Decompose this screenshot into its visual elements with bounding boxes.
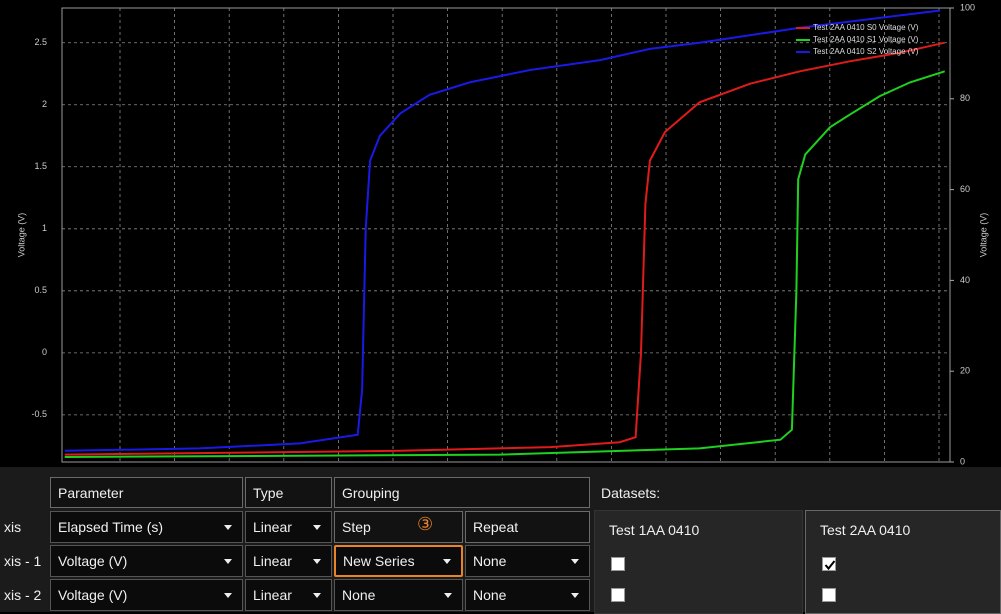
legend-label: Test 2AA 0410 S1 Voltage (V) xyxy=(813,35,919,44)
dataset-name: Test 1AA 0410 xyxy=(609,522,700,538)
y2-tick-label: 20 xyxy=(960,366,970,376)
line-series xyxy=(64,9,941,452)
y-tick-label: 0 xyxy=(42,347,47,357)
checkbox[interactable] xyxy=(822,588,836,602)
grouping-label: Step xyxy=(334,511,463,543)
dropdown[interactable]: Linear xyxy=(245,511,332,543)
dataset-name: Test 2AA 0410 xyxy=(820,522,911,538)
y-tick-label: 1 xyxy=(42,223,47,233)
grouping-label: Repeat xyxy=(465,511,590,543)
dropdown[interactable]: Linear xyxy=(245,545,332,577)
y2-tick-label: 0 xyxy=(960,456,965,466)
plot-frame xyxy=(61,7,951,463)
datasets-title: Datasets: xyxy=(601,484,661,501)
row-label: xis - 2 xyxy=(4,587,42,603)
y2-tick-label: 60 xyxy=(960,184,970,194)
y2-tick-label: 40 xyxy=(960,275,970,285)
dataset-card[interactable] xyxy=(594,510,803,614)
dropdown[interactable]: Linear xyxy=(245,579,332,611)
dropdown[interactable]: Elapsed Time (s) xyxy=(50,511,243,543)
y-tick-label: 0.5 xyxy=(34,285,47,295)
dropdown[interactable]: Voltage (V) xyxy=(50,545,243,577)
dropdown[interactable]: None xyxy=(334,579,463,611)
row-label: xis - 1 xyxy=(4,553,42,569)
y2-tick-label: 80 xyxy=(960,93,970,103)
check-mark xyxy=(824,560,836,571)
check-path xyxy=(824,560,836,571)
legend-label: Test 2AA 0410 S0 Voltage (V) xyxy=(813,23,919,32)
dropdown[interactable]: None xyxy=(465,579,590,611)
axis-settings-panel: Parameter Type Grouping xis Elapsed Time (s)… xyxy=(0,467,1001,614)
legend-label: Test 2AA 0410 S2 Voltage (V) xyxy=(813,47,919,56)
checkbox[interactable] xyxy=(611,588,625,602)
y2-tick-label: 100 xyxy=(960,2,975,12)
y-tick-label: 2 xyxy=(42,99,47,109)
step-marker: ③ xyxy=(417,513,434,534)
dropdown[interactable]: Voltage (V) xyxy=(50,579,243,611)
dropdown[interactable]: None xyxy=(465,545,590,577)
y-tick-label: 1.5 xyxy=(34,161,47,171)
y-axis-title: Voltage (V) xyxy=(16,213,26,258)
line-series xyxy=(64,41,945,456)
column-header: Parameter xyxy=(50,477,243,508)
line-series xyxy=(64,70,946,458)
y-tick-label: 2.5 xyxy=(34,37,47,47)
row-label: xis xyxy=(4,519,22,535)
y2-axis-title: Voltage (V) xyxy=(978,213,988,258)
chart: Voltage (V) Voltage (V) -0.5 0 0.5 1 1.5 2 2.5… xyxy=(16,2,988,466)
checkbox[interactable] xyxy=(822,557,836,571)
checkbox[interactable] xyxy=(611,557,625,571)
dropdown[interactable]: New Series xyxy=(334,545,463,577)
column-header: Grouping xyxy=(334,477,590,508)
column-header: Type xyxy=(245,477,332,508)
y-tick-label: -0.5 xyxy=(31,409,47,419)
